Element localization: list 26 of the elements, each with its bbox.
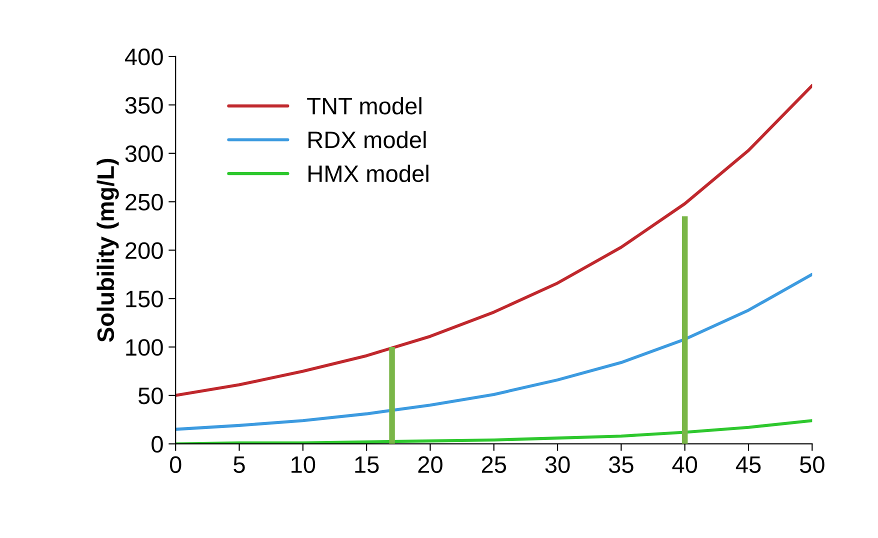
x-tick-label: 30 [545,456,570,473]
y-tick-label: 200 [126,242,163,259]
y-tick-label: 0 [152,436,163,453]
legend-label: HMX model [308,164,428,182]
y-tick-label: 100 [126,339,163,356]
y-tick-label: 300 [125,145,163,162]
y-tick-label: 400 [124,48,163,66]
y-tick-label: 250 [126,194,163,211]
y-tick-label: 50 [138,388,163,404]
legend-label: TNT model [307,97,422,114]
x-tick-label: 20 [418,456,442,473]
x-tick-label: 35 [608,456,634,473]
x-tick-label: 0 [170,456,182,473]
x-tick-label: 50 [800,456,824,473]
line-series [176,272,812,431]
x-tick-label: 15 [355,456,379,473]
x-tick-label: 40 [672,456,698,473]
y-tick-label: 150 [126,290,163,308]
legend-label: RDX model [308,130,426,148]
x-tick-label: 45 [736,456,761,473]
x-tick-label: 5 [234,456,245,473]
x-tick-label: 25 [482,456,506,473]
y-axis-title: Solubility (mg/L) [96,158,119,342]
x-tick-label: 10 [292,456,316,473]
y-tick-label: 350 [125,96,163,114]
line-series [176,84,812,397]
